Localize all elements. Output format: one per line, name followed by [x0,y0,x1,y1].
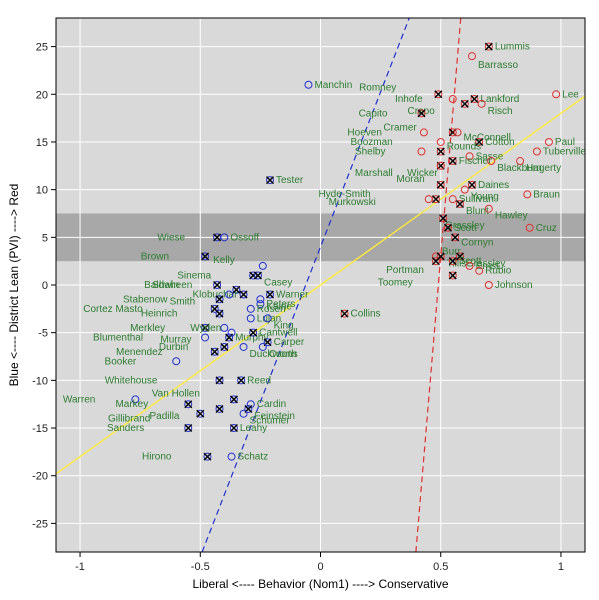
point-label: Klobuchar [193,290,239,301]
y-tick-label: 25 [36,42,48,54]
x-tick-label: -1 [75,561,85,573]
point-label: Markey [115,399,148,410]
point-label: Tuberville [543,147,586,158]
point-label: Cardin [257,399,286,410]
y-tick-label: 20 [36,89,48,101]
point-label: Braun [533,189,560,200]
y-tick-label: -5 [38,328,48,340]
point-label: Hawley [495,211,528,222]
x-tick-label: 0.5 [433,561,448,573]
x-tick-label: 0 [317,561,323,573]
point-label: Hagerty [526,163,561,174]
y-tick-label: 0 [42,280,48,292]
y-tick-label: -25 [32,518,48,530]
point-label: Manchin [314,80,352,91]
x-tick-label: -0.5 [191,561,210,573]
point-label: Barrasso [478,60,518,71]
point-label: Durbin [159,342,188,353]
point-label: Cotton [485,137,514,148]
point-label: Lankford [480,94,519,105]
point-label: Blumenthal [93,332,143,343]
point-label: Murkowski [329,197,376,208]
point-label: Fischer [459,156,492,167]
point-label: Shelby [355,147,386,158]
point-label: Scott [454,223,477,234]
point-label: Collins [351,309,381,320]
point-label: Booker [105,356,137,367]
point-label: Moran [396,174,424,185]
point-label: Casey [264,277,292,288]
y-tick-label: 15 [36,137,48,149]
point-label: Lee [562,89,579,100]
point-label: Duckworth [250,349,297,360]
point-label: Tester [276,175,304,186]
y-tick-label: 5 [42,232,48,244]
point-label: Cornyn [461,237,493,248]
point-label: Reed [247,375,271,386]
point-label: Sanders [107,423,144,434]
point-label: Heinrich [141,309,178,320]
point-label: Johnson [495,280,533,291]
point-label: Leahy [240,423,267,434]
y-tick-label: -10 [32,375,48,387]
point-label: Cramer [383,122,417,133]
point-label: Schatz [238,452,269,463]
y-axis-label: Blue <---- District Lean (PVI) ----> Red [7,184,21,387]
point-label: Warren [63,394,95,405]
point-label: Rubio [485,266,512,277]
point-label: Lummis [495,42,530,53]
point-label: Marshall [355,168,393,179]
point-label: Wiese [157,232,185,243]
point-label: Brown [141,251,169,262]
point-label: Padilla [149,411,179,422]
point-label: Ossoff [230,232,259,243]
point-label: Carper [274,337,305,348]
point-label: Cruz [536,223,557,234]
point-label: Crapo [408,106,436,117]
y-tick-label: 10 [36,185,48,197]
point-label: Kelly [213,255,235,266]
point-label: Portman [386,265,424,276]
point-label: Hirono [142,452,172,463]
point-label: Sullivan [459,194,494,205]
y-tick-label: -15 [32,423,48,435]
point-label: Inhofe [395,94,423,105]
x-tick-label: 1 [558,561,564,573]
point-label: Capito [359,108,388,119]
y-tick-label: -20 [32,471,48,483]
point-label: Shaheen [152,280,192,291]
point-label: Van Hollen [152,388,200,399]
point-label: Romney [359,82,396,93]
point-label: Risch [488,106,513,117]
point-label: Smith [170,297,196,308]
point-label: Daines [478,180,509,191]
senate-scatter-chart: Lummis Barrasso Manchin Lee Romney Lankford In… [0,0,599,600]
point-label: Cortez Masto [83,304,143,315]
point-label: Whitehouse [105,375,158,386]
point-label: Toomey [378,277,413,288]
x-axis-label: Liberal <---- Behavior (Nom1) ----> Cons… [192,577,448,591]
point-label: Wyden [190,323,221,334]
